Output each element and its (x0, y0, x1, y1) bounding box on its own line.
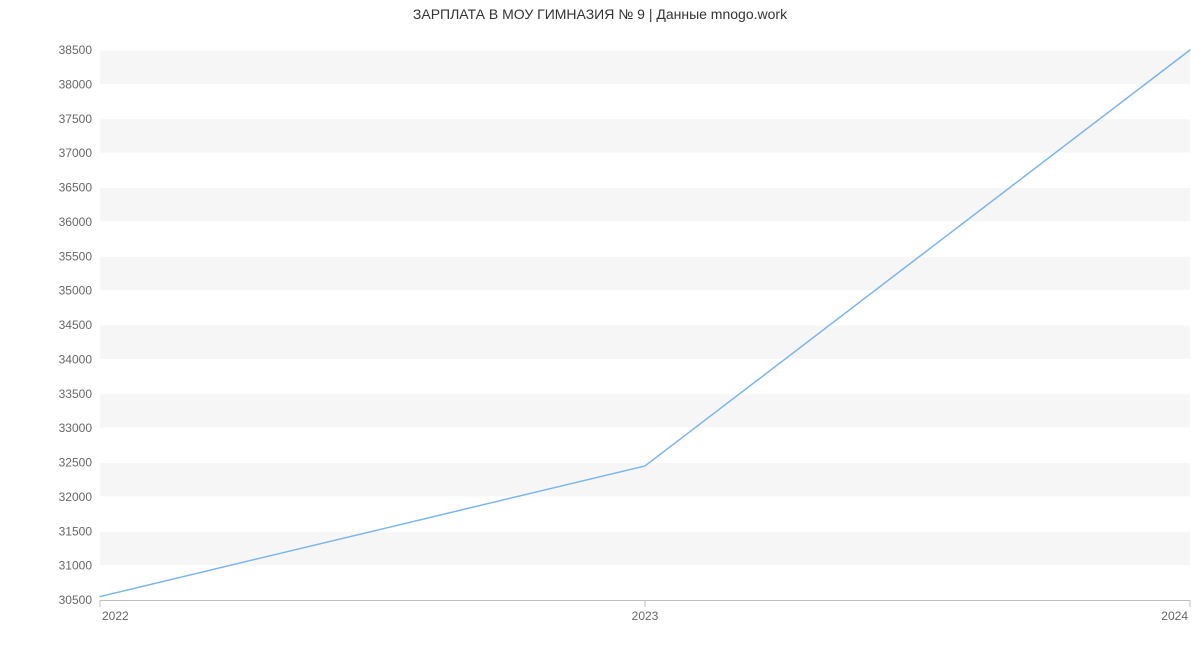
grid-band (100, 394, 1190, 428)
y-tick-label: 33500 (59, 387, 93, 401)
y-tick-label: 36500 (59, 181, 93, 195)
y-tick-label: 34500 (59, 318, 93, 332)
y-tick-label: 31000 (59, 559, 93, 573)
grid-band (100, 256, 1190, 290)
grid-band (100, 463, 1190, 497)
y-tick-label: 30500 (59, 593, 93, 607)
salary-line-chart: ЗАРПЛАТА В МОУ ГИМНАЗИЯ № 9 | Данные mno… (0, 0, 1200, 650)
grid-band (100, 188, 1190, 222)
y-tick-label: 33000 (59, 421, 93, 435)
x-tick-label: 2024 (1161, 609, 1188, 623)
grid-band (100, 325, 1190, 359)
y-tick-label: 37500 (59, 112, 93, 126)
y-tick-label: 31500 (59, 524, 93, 538)
x-tick-label: 2023 (632, 609, 659, 623)
y-tick-label: 36000 (59, 215, 93, 229)
grid-band (100, 531, 1190, 565)
y-tick-label: 32000 (59, 490, 93, 504)
y-tick-label: 32500 (59, 456, 93, 470)
chart-title: ЗАРПЛАТА В МОУ ГИМНАЗИЯ № 9 | Данные mno… (0, 6, 1200, 22)
y-tick-label: 35000 (59, 284, 93, 298)
x-tick-label: 2022 (102, 609, 129, 623)
grid-band (100, 50, 1190, 84)
chart-svg: 2022 2023 2024 30500 31000 31500 32000 32500 330… (0, 0, 1200, 650)
y-tick-label: 34000 (59, 352, 93, 366)
y-tick-label: 38500 (59, 43, 93, 57)
y-tick-label: 38000 (59, 77, 93, 91)
grid-band (100, 119, 1190, 153)
y-tick-label: 37000 (59, 146, 93, 160)
y-tick-label: 35500 (59, 249, 93, 263)
